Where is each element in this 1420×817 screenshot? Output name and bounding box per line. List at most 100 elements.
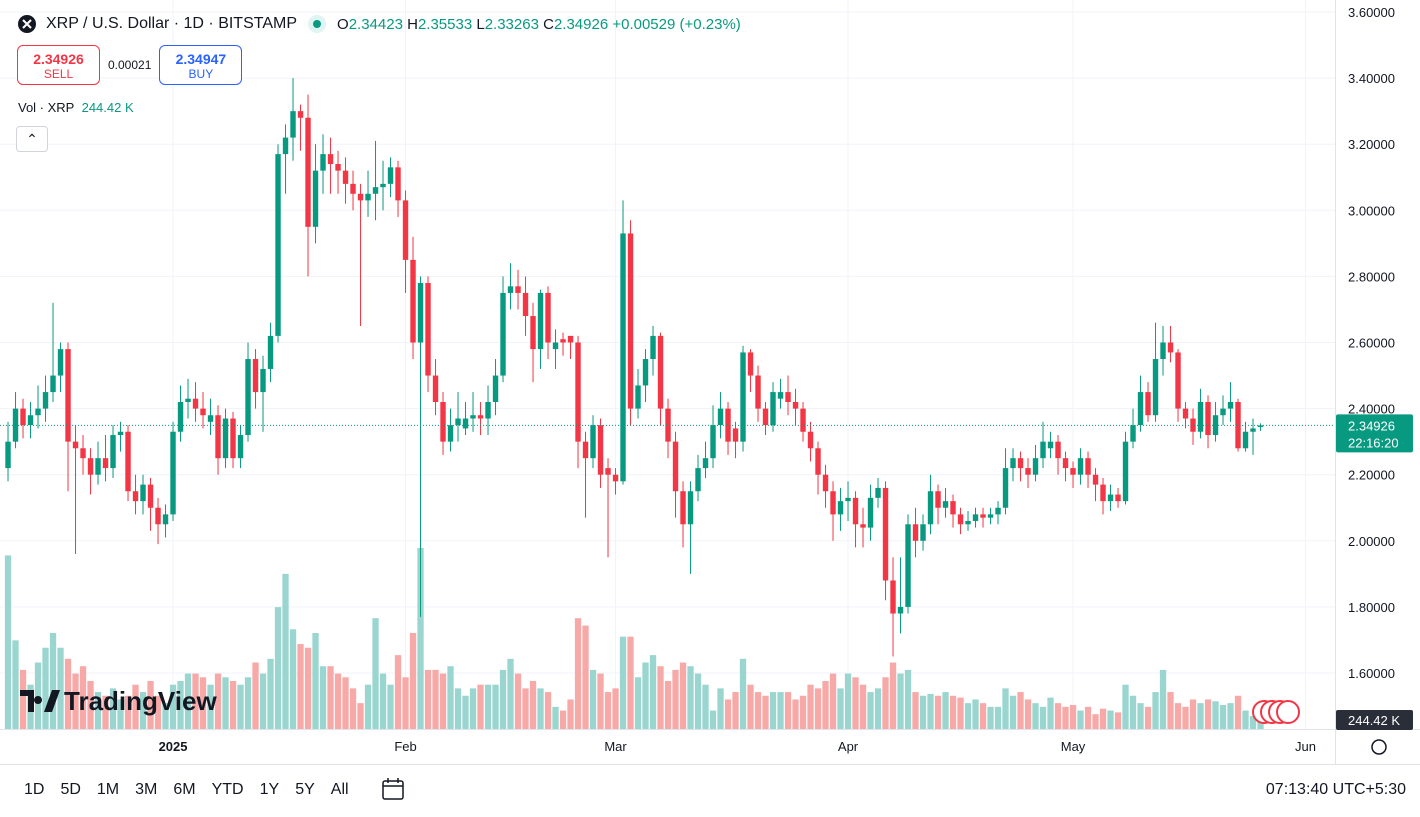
- candle-body: [792, 401, 799, 409]
- event-badge: [1276, 700, 1300, 724]
- volume-bar: [237, 684, 244, 729]
- volume-bar: [439, 673, 447, 729]
- volume-bar: [417, 548, 424, 729]
- candle-body: [297, 111, 304, 118]
- volume-bar: [597, 673, 604, 729]
- candle-body: [147, 484, 154, 508]
- range-button[interactable]: 3M: [135, 781, 158, 798]
- sell-label: SELL: [43, 67, 74, 81]
- candle-body: [1077, 458, 1084, 475]
- candle-body: [395, 167, 401, 201]
- candle-body: [110, 435, 116, 469]
- range-button[interactable]: 5Y: [295, 781, 315, 798]
- bottom-toolbar: 1D 5D 1M 3M 6M YTD 1Y 5Y All 07:13:40 UTC+5:30: [0, 764, 1420, 815]
- volume-bar: [904, 669, 912, 729]
- x-tick-label: Apr: [838, 739, 859, 754]
- x-tick-label: Mar: [604, 739, 627, 754]
- volume-bars: [4, 548, 1264, 729]
- volume-bar: [822, 680, 829, 729]
- candle-body: [470, 415, 476, 419]
- candle-body: [920, 524, 926, 541]
- candle-body: [1085, 458, 1091, 475]
- candle-body: [170, 431, 176, 515]
- volume-bar: [1024, 699, 1032, 729]
- volume-bar: [874, 688, 882, 729]
- range-button[interactable]: 1M: [96, 781, 120, 798]
- candle-body: [200, 408, 206, 416]
- ohlc-key: L: [476, 15, 485, 33]
- candle-body: [650, 335, 656, 360]
- volume-bar: [1114, 712, 1122, 729]
- volume-bar: [49, 632, 57, 729]
- y-tick-label: 2.00000: [1348, 534, 1395, 549]
- candle-body: [267, 335, 274, 369]
- candle-body: [87, 458, 94, 475]
- candle-body: [642, 359, 649, 386]
- volume-bar: [889, 662, 897, 729]
- volume-bar: [912, 692, 919, 729]
- volume-bar: [342, 677, 349, 729]
- range-button[interactable]: YTD: [211, 781, 244, 798]
- candle-body: [905, 524, 911, 607]
- volume-bar: [582, 625, 589, 729]
- candle-body: [1167, 342, 1174, 353]
- volume-bar: [612, 688, 619, 729]
- candle-body: [680, 491, 686, 525]
- date-range-icon[interactable]: [379, 775, 409, 805]
- volume-bar: [1017, 692, 1024, 729]
- sell-price: 2.34926: [33, 51, 84, 67]
- volume-bar: [304, 647, 312, 729]
- volume-bar: [867, 692, 874, 729]
- candle-body: [545, 292, 551, 343]
- candle-body: [935, 491, 941, 508]
- volume-bar: [987, 706, 994, 729]
- ohlc-values: O2.34423 H2.35533 L2.33263 C2.34926 +0.0…: [337, 16, 741, 33]
- candle-body: [950, 501, 956, 515]
- candle-body: [500, 292, 506, 376]
- volume-bar: [229, 680, 237, 729]
- range-button[interactable]: All: [330, 781, 349, 798]
- volume-bar: [1159, 669, 1167, 729]
- volume-bar: [387, 684, 394, 729]
- volume-bar: [132, 684, 139, 729]
- volume-bar: [799, 695, 807, 729]
- volume-bar: [897, 673, 904, 729]
- candle-body: [252, 359, 259, 393]
- candle-body: [830, 491, 836, 515]
- candle-body: [695, 468, 701, 492]
- sell-button[interactable]: 2.34926 SELL: [17, 45, 100, 85]
- candle-body: [387, 167, 394, 184]
- volume-bar: [919, 695, 927, 729]
- volume-bar: [934, 695, 942, 729]
- volume-legend: Vol · XRP 244.42 K: [18, 100, 134, 115]
- candle-body: [890, 580, 896, 614]
- candle-body: [1182, 408, 1189, 419]
- candle-body: [1107, 494, 1114, 502]
- range-button[interactable]: 6M: [173, 781, 196, 798]
- volume-bar: [1249, 716, 1257, 729]
- collapse-button[interactable]: ⌃: [16, 126, 48, 152]
- range-button[interactable]: 1D: [24, 781, 45, 798]
- candle-body: [162, 514, 169, 525]
- clock: 07:13:40 UTC+5:30: [1265, 781, 1406, 798]
- volume-bar: [177, 680, 184, 729]
- volume-bar: [559, 710, 567, 729]
- range-button[interactable]: 5D: [60, 781, 81, 798]
- volume-bar: [72, 673, 79, 729]
- volume-bar: [12, 640, 19, 729]
- volume-bar: [1099, 708, 1107, 729]
- volume-bar: [1062, 706, 1069, 729]
- candle-body: [710, 425, 716, 459]
- buy-button[interactable]: 2.34947 BUY: [159, 45, 243, 85]
- range-button[interactable]: 1Y: [259, 781, 280, 798]
- candle-body: [327, 154, 334, 165]
- volume-bar: [1107, 710, 1114, 729]
- volume-legend-label: Vol · XRP: [18, 100, 75, 115]
- volume-bar: [199, 677, 207, 729]
- volume-bar: [1234, 695, 1242, 729]
- candle-body: [942, 501, 949, 508]
- candle-body: [747, 352, 754, 376]
- volume-bar: [507, 658, 514, 729]
- volume-bar: [604, 692, 612, 729]
- candle-body: [80, 448, 86, 459]
